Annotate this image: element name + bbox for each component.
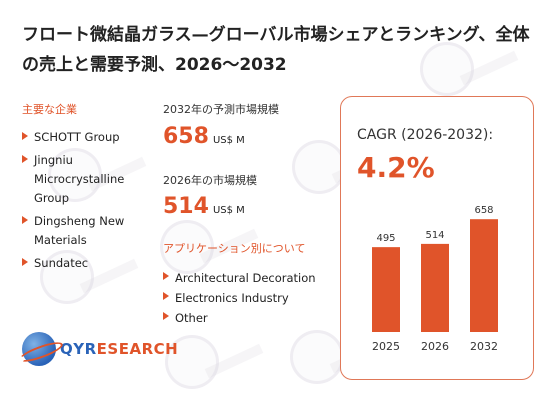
logo-brand-a: QYR [60, 340, 97, 358]
bar-2032 [470, 219, 498, 332]
watermark-logo [160, 220, 214, 274]
watermark-logo [290, 330, 344, 384]
triangle-bullet-icon [22, 216, 28, 224]
bar-2026 [421, 243, 449, 332]
forecast-size-number: 658 [163, 124, 209, 149]
forecast-size-label: 2032年の予測市場規模 [163, 103, 279, 116]
watermark-logo [40, 250, 94, 304]
data-label-2032: 658 [474, 205, 493, 216]
x-tick-label-2025: 2025 [372, 340, 400, 353]
list-item: Electronics Industry [163, 288, 316, 308]
logo-brand-b: ESEARCH [96, 340, 179, 358]
triangle-bullet-icon [22, 258, 28, 266]
companies-heading: 主要な企業 [22, 103, 77, 116]
company-name: Sundatec [34, 256, 89, 270]
list-item: Other [163, 308, 316, 328]
market-size-bar-chart: 495 2025 514 2026 658 2032 [372, 205, 498, 353]
triangle-bullet-icon [163, 292, 169, 300]
data-label-2026: 514 [425, 230, 444, 241]
triangle-bullet-icon [22, 155, 28, 163]
page-title: フロート微結晶ガラス—グローバル市場シェアとランキング、全体の売上と需要予測、2… [22, 25, 530, 75]
forecast-size-value: 658 US$ M [163, 124, 245, 149]
forecast-size-unit: US$ M [212, 135, 245, 146]
qyresearch-logo: QYRESEARCH [22, 332, 178, 366]
list-item: Dingsheng New Materials [22, 212, 152, 250]
list-item: SCHOTT Group [22, 128, 152, 147]
watermark-logo [420, 42, 474, 96]
current-size-number: 514 [163, 194, 209, 219]
list-item: Architectural Decoration [163, 268, 316, 288]
application-name: Electronics Industry [175, 291, 289, 305]
watermark-logo [48, 148, 102, 202]
list-item: Jingniu Microcrystalline Group [22, 151, 152, 208]
globe-icon [22, 332, 56, 366]
logo-text: QYRESEARCH [60, 340, 178, 358]
triangle-bullet-icon [22, 132, 28, 140]
cagr-card: CAGR (2026-2032): 4.2% 495 2025 514 2026 658… [340, 96, 534, 380]
bar-2025 [372, 247, 400, 332]
current-size-unit: US$ M [212, 205, 245, 216]
watermark-logo [292, 140, 346, 194]
watermark-logo [165, 335, 219, 389]
application-name: Architectural Decoration [175, 271, 316, 285]
data-label-2025: 495 [376, 233, 395, 244]
application-list: Architectural Decoration Electronics Ind… [163, 268, 316, 328]
current-size-label: 2026年の市場規模 [163, 174, 257, 187]
company-name: Dingsheng New Materials [34, 214, 125, 247]
triangle-bullet-icon [163, 312, 169, 320]
list-item: Sundatec [22, 254, 152, 273]
cagr-value: 4.2% [357, 151, 435, 184]
x-tick-label-2032: 2032 [470, 340, 498, 353]
application-name: Other [175, 311, 208, 325]
triangle-bullet-icon [163, 272, 169, 280]
cagr-label: CAGR (2026-2032): [357, 127, 494, 143]
x-tick-label-2026: 2026 [421, 340, 449, 353]
applications-heading: アプリケーション別について [163, 242, 306, 255]
company-name: SCHOTT Group [34, 130, 120, 144]
current-size-value: 514 US$ M [163, 194, 245, 219]
company-list: SCHOTT Group Jingniu Microcrystalline Gr… [22, 128, 152, 273]
company-name: Jingniu Microcrystalline Group [34, 153, 125, 205]
